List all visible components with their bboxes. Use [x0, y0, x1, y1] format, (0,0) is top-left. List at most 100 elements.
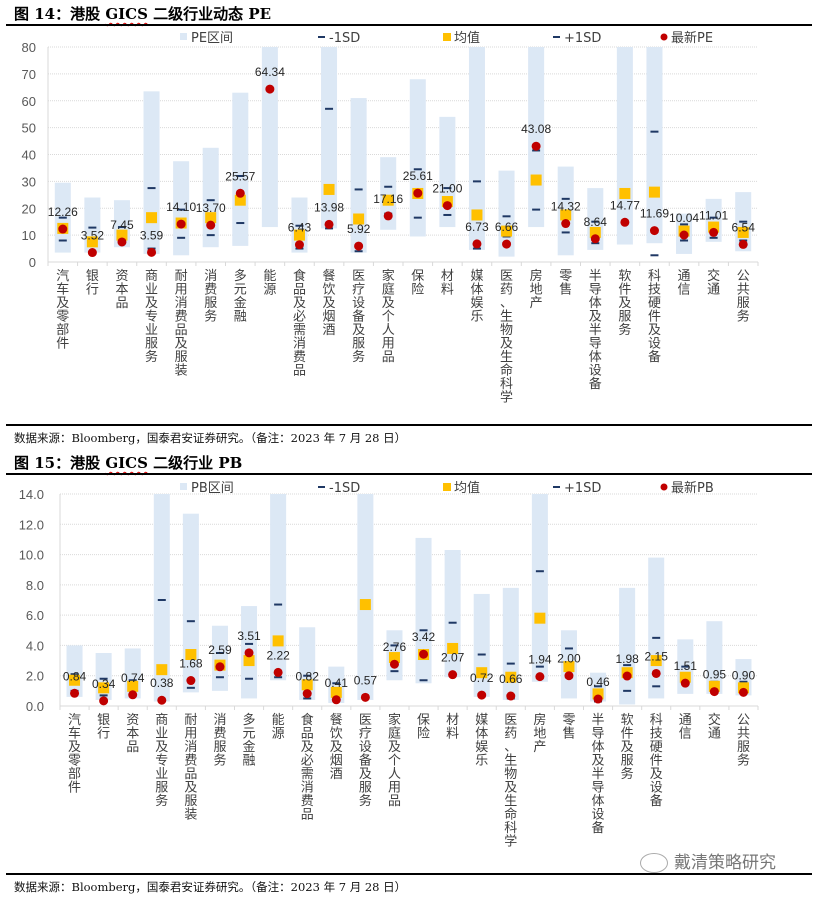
x-category-char: 商 — [145, 269, 158, 284]
x-category-label: 医疗设备及服务 — [352, 269, 365, 365]
x-category-char: 险 — [411, 283, 424, 298]
data-label: 0.95 — [703, 668, 727, 682]
latest-marker — [117, 237, 127, 247]
x-category-char: 设 — [650, 781, 663, 796]
x-category-char: 交 — [708, 712, 721, 728]
figure-15-title: 图 15：港股 GICS 二级行业 PB — [14, 454, 243, 472]
x-category-char: 及 — [175, 337, 188, 352]
mean-marker — [98, 682, 110, 694]
latest-marker — [477, 690, 487, 700]
mean-marker — [619, 187, 631, 199]
plus-1sd-mark — [206, 199, 215, 202]
x-category-char: 人 — [382, 323, 395, 338]
latest-marker — [58, 224, 68, 234]
mean-marker — [272, 635, 284, 647]
x-category-char: 务 — [737, 309, 750, 325]
x-category-char: 及 — [621, 740, 634, 755]
x-category-char: 必 — [293, 310, 306, 325]
data-label: 0.38 — [150, 676, 174, 690]
minus-1sd-mark — [99, 694, 108, 697]
x-category-char: 备 — [352, 309, 365, 325]
x-category-char: 及 — [352, 323, 365, 338]
minus-1sd-mark — [177, 236, 186, 239]
x-category-char: 业 — [145, 283, 158, 298]
x-category-char: 多 — [243, 712, 256, 728]
latest-marker — [186, 676, 196, 686]
plus-1sd-mark — [472, 180, 481, 183]
latest-marker — [679, 230, 689, 240]
x-category-char: 元 — [234, 283, 247, 298]
minus-1sd-mark — [206, 234, 215, 237]
minus-1sd-mark — [532, 208, 541, 211]
x-category-char: 保 — [417, 713, 430, 728]
mean-marker — [69, 674, 81, 686]
x-category-label: 食品及必需消费品 — [301, 712, 314, 823]
x-category-char: 庭 — [382, 282, 395, 298]
mean-marker — [185, 649, 197, 661]
latest-marker — [649, 226, 659, 236]
data-label: 2.15 — [645, 649, 669, 663]
x-category-char: 料 — [441, 283, 454, 298]
minus-1sd-mark — [390, 670, 399, 673]
x-category-char: 物 — [504, 767, 517, 782]
x-category-char: 软 — [621, 713, 634, 728]
x-category-char: 技 — [648, 283, 661, 298]
data-label: 2.59 — [208, 643, 232, 657]
x-category-char: 及 — [500, 337, 513, 352]
x-category-char: 酒 — [323, 323, 336, 338]
mean-marker — [330, 686, 342, 698]
x-category-char: 疗 — [359, 727, 372, 742]
x-category-char: 通 — [708, 727, 721, 742]
minus-1sd-mark — [413, 216, 422, 219]
x-category-char: 需 — [293, 323, 306, 338]
x-category-char: 务 — [359, 793, 372, 809]
pb-chart: 0.02.04.06.08.010.012.014.00.84汽车及零部件0.3… — [19, 480, 759, 850]
mean-marker — [471, 209, 483, 221]
x-category-char: 饮 — [330, 727, 343, 742]
mean-marker — [534, 612, 546, 624]
legend-label: PE区间 — [191, 31, 233, 46]
x-category-char: 通 — [678, 269, 691, 284]
x-category-char: 银 — [86, 269, 99, 284]
x-category-char: 耐 — [184, 713, 197, 728]
x-category-char: 多 — [234, 268, 247, 284]
figure-14-title: 图 14：港股 GICS 二级行业动态 PE — [14, 5, 272, 23]
legend-label: 最新PE — [671, 30, 713, 46]
data-label: 43.08 — [521, 122, 551, 136]
latest-marker — [176, 219, 186, 229]
plus-1sd-mark — [739, 220, 748, 223]
latest-marker — [128, 690, 138, 700]
x-category-char: 生 — [504, 794, 517, 809]
legend-plus-1sd-swatch — [553, 36, 560, 38]
x-category-char: 费 — [293, 350, 306, 365]
x-category-label: 交通 — [707, 268, 720, 298]
x-category-char: 务 — [145, 349, 158, 365]
x-category-label: 房地产 — [533, 712, 546, 755]
minus-1sd-mark — [354, 250, 363, 253]
range-bar — [531, 494, 548, 682]
data-label: 0.82 — [296, 670, 320, 684]
x-category-label: 房地产 — [530, 268, 543, 311]
x-category-label: 公共服务 — [737, 713, 750, 769]
data-label: 0.66 — [499, 672, 523, 686]
latest-marker — [87, 248, 97, 258]
data-label: 0.46 — [586, 675, 610, 689]
x-category-char: 融 — [243, 754, 256, 769]
x-category-char: 及 — [648, 323, 661, 338]
y-tick-label: 10.0 — [19, 548, 44, 563]
x-category-label: 通信 — [678, 269, 691, 298]
x-category-char: 、 — [504, 740, 517, 755]
latest-marker — [244, 648, 254, 658]
plus-1sd-mark — [502, 215, 511, 218]
x-category-char: 用 — [175, 283, 188, 298]
minus-1sd-mark — [472, 247, 481, 250]
x-category-char: 零 — [559, 269, 572, 284]
latest-marker — [590, 234, 600, 244]
legend-label: 最新PB — [671, 480, 714, 496]
data-label: 10.04 — [669, 211, 699, 225]
x-category-char: 科 — [504, 821, 517, 836]
x-category-char: 烟 — [323, 310, 336, 325]
legend-label: PB区间 — [191, 481, 234, 496]
watermark: 戴清策略研究 — [640, 848, 776, 873]
x-category-char: 个 — [382, 310, 395, 325]
